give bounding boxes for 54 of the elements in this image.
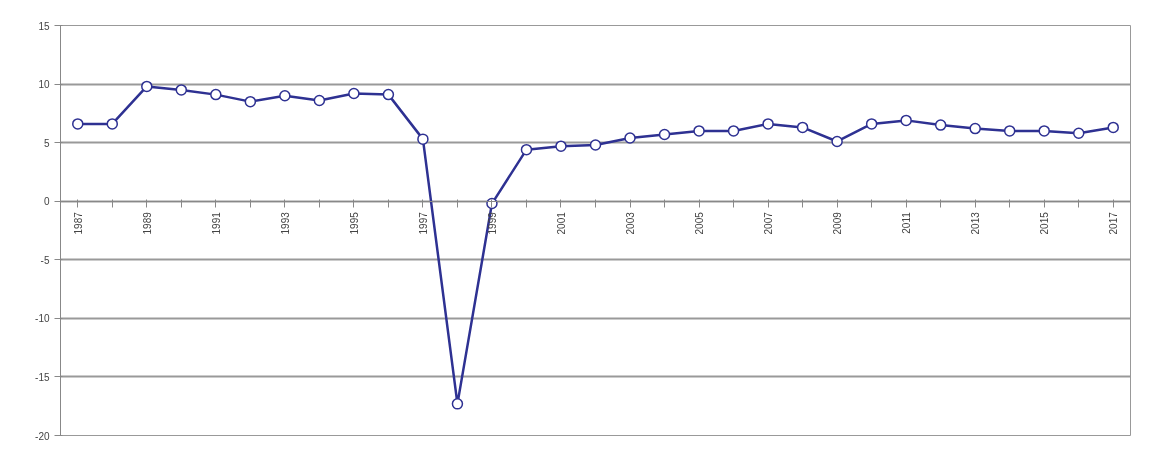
- y-tick-label: 5: [43, 137, 50, 149]
- x-tick-label: 2005: [694, 211, 706, 235]
- y-tick-label: -5: [40, 254, 50, 266]
- point: [279, 90, 291, 102]
- point: [624, 132, 636, 144]
- point: [934, 119, 947, 131]
- point: [1072, 127, 1085, 140]
- x-tick-label: 2009: [832, 211, 844, 235]
- point: [451, 398, 464, 410]
- point: [382, 88, 395, 101]
- point: [589, 139, 602, 151]
- point: [244, 95, 257, 108]
- x-tick-label: 2013: [970, 211, 982, 235]
- point: [555, 140, 567, 152]
- point: [727, 125, 740, 137]
- point: [313, 94, 326, 107]
- x-tick-label: 1987: [72, 211, 84, 235]
- x-tick-label: 1999: [486, 211, 498, 235]
- point: [520, 143, 533, 156]
- x-tick-label: 2015: [1039, 211, 1051, 235]
- point: [762, 118, 774, 130]
- x-tick-label: 2007: [763, 211, 775, 235]
- point: [969, 122, 981, 135]
- point: [658, 128, 671, 141]
- y-tick-label: 0: [43, 196, 50, 208]
- point: [831, 135, 843, 148]
- point: [796, 121, 809, 134]
- x-tick-label: 1993: [279, 211, 291, 235]
- y-tick-label: -20: [35, 430, 50, 442]
- point: [865, 118, 878, 130]
- point: [210, 88, 222, 101]
- point: [106, 118, 119, 130]
- y-tick-label: -10: [35, 313, 50, 325]
- point: [72, 118, 84, 130]
- y-tick-label: 15: [38, 20, 50, 32]
- x-tick-label: 2003: [625, 211, 637, 235]
- point: [900, 114, 912, 127]
- point: [1107, 121, 1119, 134]
- point: [348, 87, 360, 100]
- x-tick-label: 1995: [348, 211, 360, 235]
- x-tick-label: 2001: [555, 211, 567, 235]
- x-tick-label: 1989: [141, 211, 153, 235]
- x-tick-label: 1997: [417, 211, 429, 235]
- y-tick-label: -15: [35, 371, 50, 383]
- point: [1003, 125, 1016, 137]
- x-tick-label: 2011: [901, 211, 913, 234]
- x-tick-label: 2017: [1108, 211, 1120, 235]
- point: [141, 80, 153, 93]
- point: [693, 125, 705, 137]
- point: [417, 133, 429, 145]
- y-tick-label: 10: [38, 79, 50, 91]
- point: [1038, 125, 1050, 137]
- point: [175, 84, 188, 96]
- x-tick-label: 1991: [210, 211, 222, 235]
